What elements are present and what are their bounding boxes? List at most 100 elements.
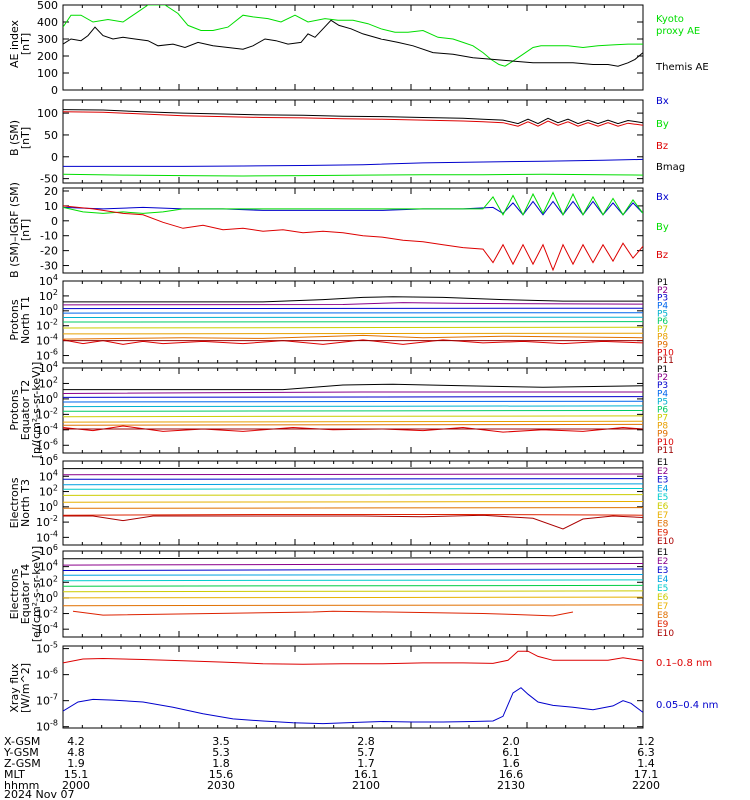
legend-entry: P5 (657, 309, 668, 319)
y-tick-label: 102 (39, 375, 58, 390)
ephemeris-value: 2100 (352, 779, 380, 792)
ephemeris-value: 16.6 (499, 768, 524, 781)
y-tick-label: 500 (37, 0, 58, 12)
legend-entry: E7 (657, 511, 668, 521)
legend-entry: P2 (657, 286, 668, 296)
ephemeris-label: MLT (4, 768, 25, 781)
legend-entry: E5 (657, 493, 668, 503)
series-line-e2 (63, 473, 643, 476)
legend-entry: Bx (656, 96, 669, 107)
series-line-e6 (63, 584, 643, 587)
legend-entry: E9 (657, 528, 669, 538)
legend-entry: P1 (657, 365, 668, 375)
ephemeris-value: 1.9 (67, 757, 85, 770)
y-tick-label: 100 (39, 590, 58, 605)
series-line-e7 (63, 501, 643, 503)
y-tick-label: 104 (39, 360, 58, 375)
series-line-0-1-0-8-nm (63, 650, 643, 665)
y-tick-label: 20 (44, 185, 58, 198)
y-axis-label: ElectronsEquator T4[e/(cm²-s-sr-keV)] (8, 546, 43, 642)
ephemeris-value: 2000 (62, 779, 90, 792)
series-line-p4 (63, 400, 643, 403)
ephemeris-value: 4.2 (67, 735, 85, 748)
series-line-p8 (63, 332, 643, 335)
legend-entry: P10 (657, 348, 674, 358)
series-line-e7 (63, 590, 643, 593)
y-tick-label: 106 (39, 543, 58, 558)
ephemeris-value: 6.3 (637, 746, 655, 759)
series-line-e4 (63, 483, 643, 486)
legend-entry: P6 (657, 317, 668, 327)
legend-entry: Bx (656, 192, 669, 203)
series-line-p3 (63, 396, 643, 398)
ephemeris-value: 1.6 (502, 757, 520, 770)
y-tick-label: 300 (37, 33, 58, 46)
panel-2: -50 0 50 100 B (SM)[nT] Bx By Bz Bmag (8, 96, 685, 186)
legend-entry: E10 (657, 629, 674, 639)
y-tick-label: 100 (39, 391, 58, 406)
y-tick-label: 50 (44, 129, 58, 142)
y-tick-label: 100 (37, 67, 58, 80)
legend-entry: P8 (657, 422, 668, 432)
y-tick-label: -20 (40, 245, 58, 258)
legend-entry: Bmag (656, 162, 685, 173)
series-line-p9 (63, 334, 643, 340)
legend-entry: P1 (657, 278, 668, 288)
legend-entry: E2 (657, 467, 668, 477)
ephemeris-value: 2.8 (357, 735, 375, 748)
y-tick-label: 100 (37, 107, 58, 120)
y-tick-label: 10-7 (36, 693, 58, 708)
legend-entry: P4 (657, 301, 668, 311)
y-tick-label: 104 (39, 559, 58, 574)
series-line-by (63, 191, 643, 216)
legend-entry: By (656, 222, 669, 233)
y-axis-label: B (SM)–IGRF (SM)[nT] (8, 182, 32, 278)
ephemeris-label: Z-GSM (4, 757, 41, 770)
series-line-e2 (63, 563, 643, 566)
ephemeris-value: 4.8 (67, 746, 85, 759)
y-tick-label: -50 (40, 173, 58, 186)
series-line-by (63, 173, 643, 177)
date-label: 2024 Nov 07 (4, 788, 74, 800)
legend-entry: P6 (657, 405, 668, 415)
y-tick-label: 10-6 (36, 667, 58, 682)
series-line-e5 (63, 579, 643, 582)
y-tick-label: 104 (39, 468, 58, 483)
series-line-e8 (63, 596, 643, 599)
series-line-p5 (63, 405, 643, 408)
legend-entry: P4 (657, 389, 668, 399)
legend-entry: P3 (657, 294, 668, 304)
y-axis-label: AE index[nT] (8, 19, 32, 68)
panel-frame (62, 645, 644, 729)
series-line-e5 (63, 488, 643, 490)
legend-entry: E9 (657, 620, 669, 630)
y-tick-label: 102 (39, 574, 58, 589)
panel-frame (62, 4, 644, 91)
series-line-e9 (63, 514, 643, 516)
legend-entry: E10 (657, 537, 674, 547)
legend-entry: 0.05–0.4 nm (656, 700, 718, 711)
ephemeris-value: 15.6 (209, 768, 234, 781)
series-line-p2 (63, 391, 643, 394)
y-tick-label: 100 (39, 499, 58, 514)
y-tick-label: 10-4 (36, 529, 58, 544)
legend-entry: E3 (657, 566, 668, 576)
legend-entry: P11 (657, 446, 674, 456)
series-line-e6 (63, 494, 643, 496)
y-tick-label: -30 (40, 260, 58, 273)
legend-entry: E4 (657, 484, 669, 494)
series-line-e10 (63, 514, 643, 530)
legend-entry: E6 (657, 593, 669, 603)
legend-entry: E7 (657, 602, 668, 612)
series-line-p9 (63, 423, 643, 426)
legend-entry: P7 (657, 325, 668, 335)
legend-entry: P11 (657, 356, 674, 366)
series-line-p10 (63, 339, 643, 345)
y-axis-label: Xray flux[W/m^2] (8, 663, 32, 713)
y-tick-label: 400 (37, 16, 58, 29)
y-tick-label: 10-2 (36, 406, 58, 421)
ephemeris-label: Y-GSM (3, 746, 39, 759)
